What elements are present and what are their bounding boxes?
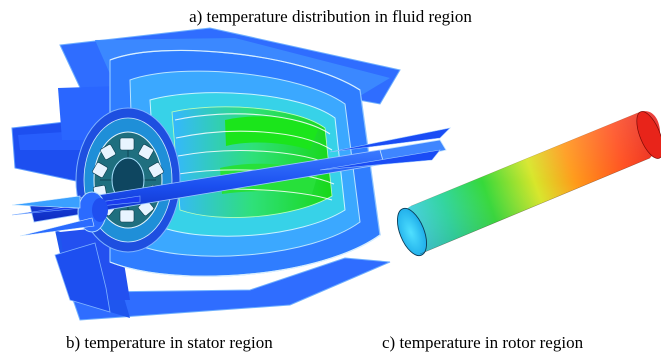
caption-fluid-region: a) temperature distribution in fluid reg…: [189, 7, 472, 26]
rotor-model: [397, 111, 661, 257]
stator-model: [11, 27, 451, 321]
caption-rotor-region: c) temperature in rotor region: [382, 333, 584, 352]
caption-stator-region: b) temperature in stator region: [66, 333, 273, 352]
